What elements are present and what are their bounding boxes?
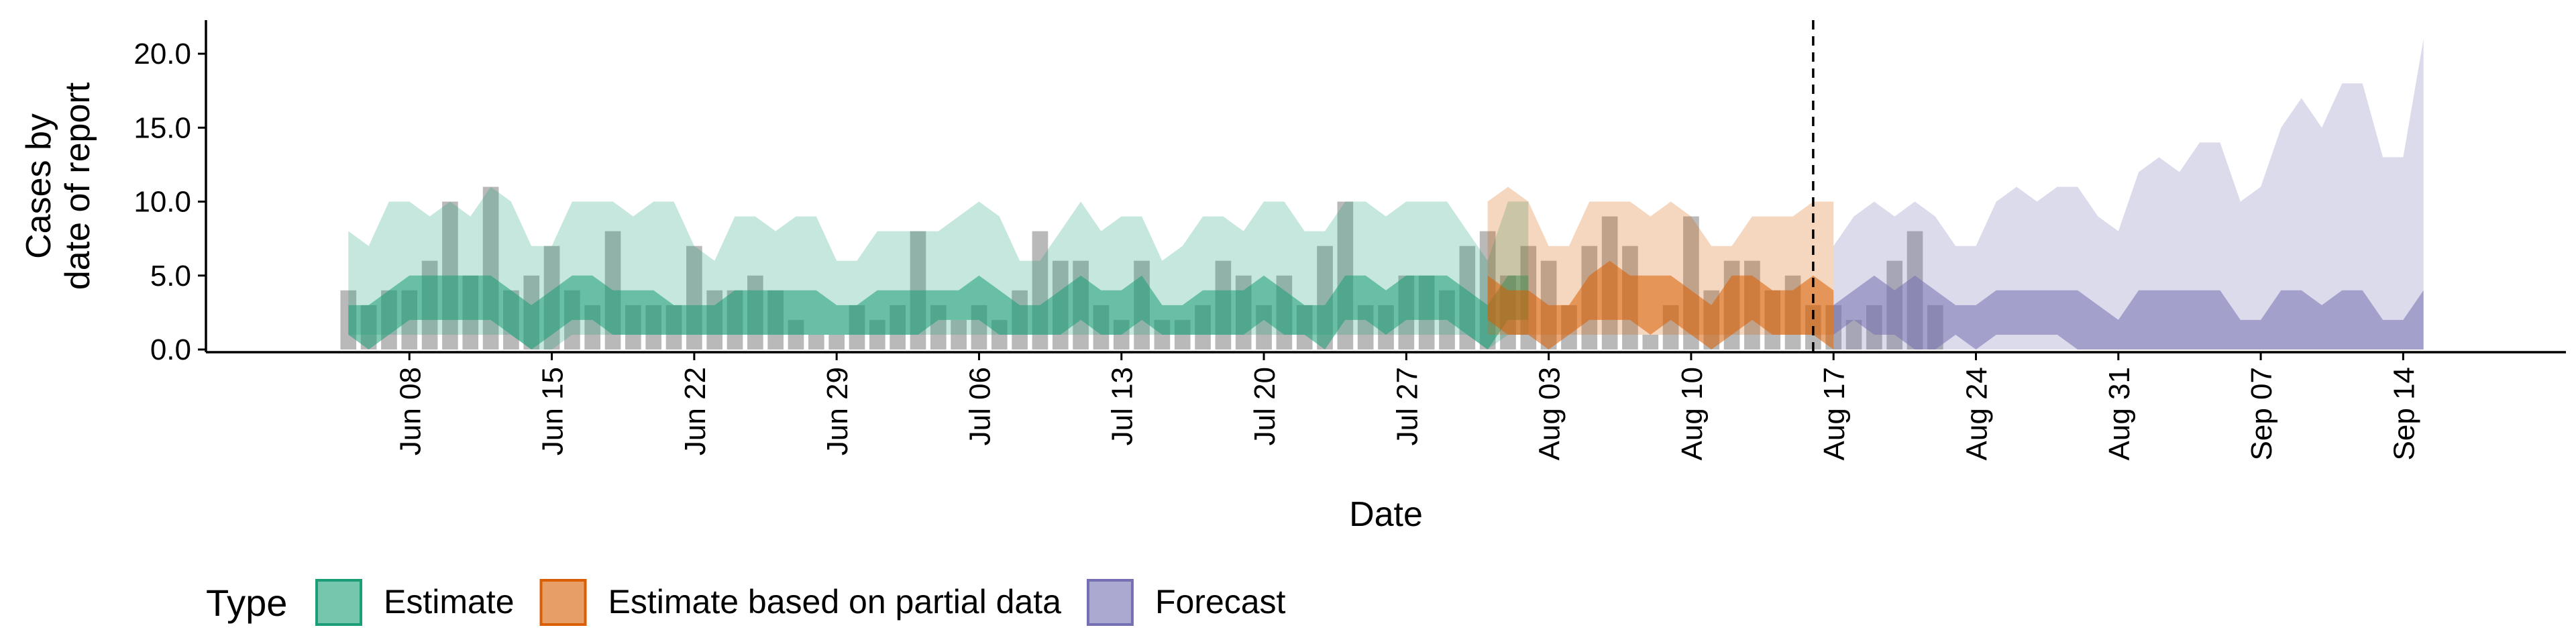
axes: 0.0 5.0 10.0 15.0 20.0 Jun 08 Jun 15 Jun 22 Jun … bbox=[19, 20, 2566, 534]
legend-swatch-forecast bbox=[1086, 579, 1134, 626]
x-tick-label: Jul 27 bbox=[1391, 367, 1424, 445]
case-bar bbox=[1845, 319, 1862, 350]
x-tick-label: Jun 29 bbox=[821, 367, 854, 455]
case-bar bbox=[951, 319, 967, 350]
forecast-outer-band bbox=[1833, 39, 2424, 350]
estimate-inner-band bbox=[348, 275, 1529, 350]
legend-title: Type bbox=[206, 582, 287, 624]
y-tick-label: 5.0 bbox=[150, 260, 191, 292]
legend-label-estimate: Estimate bbox=[384, 583, 515, 621]
y-tick-label: 15.0 bbox=[133, 111, 191, 144]
x-tick-label: Jul 06 bbox=[963, 367, 996, 445]
x-tick-label: Jun 22 bbox=[679, 367, 712, 455]
x-tick-label: Aug 10 bbox=[1676, 367, 1709, 460]
y-tick-label: 10.0 bbox=[133, 186, 191, 219]
x-tick-label: Sep 07 bbox=[2245, 367, 2278, 460]
x-tick-label: Aug 24 bbox=[1961, 367, 1994, 460]
y-tick-label: 20.0 bbox=[133, 38, 191, 70]
x-tick-label: Jun 08 bbox=[394, 367, 427, 455]
y-axis-title-line: Cases by bbox=[19, 113, 58, 259]
plot-area bbox=[340, 20, 2424, 352]
x-tick-label: Aug 03 bbox=[1534, 367, 1566, 460]
case-bar bbox=[1642, 334, 1659, 350]
legend-swatch-estimate-based-on-partial-data bbox=[539, 579, 587, 626]
x-tick-label: Sep 14 bbox=[2387, 367, 2420, 460]
y-tick-label: 0.0 bbox=[150, 333, 191, 366]
x-tick-label: Jun 15 bbox=[537, 367, 570, 455]
x-tick-label: Aug 31 bbox=[2103, 367, 2136, 460]
estimate-based-on-partial-data-inner-band bbox=[1487, 260, 1834, 350]
legend-swatch-estimate bbox=[315, 579, 362, 626]
y-axis-title-line: date of report bbox=[58, 82, 97, 290]
x-tick-label: Jul 20 bbox=[1248, 367, 1281, 445]
x-axis-title: Date bbox=[1349, 495, 1423, 534]
legend-label-estimate-based-on-partial-data: Estimate based on partial data bbox=[608, 583, 1062, 621]
legend: Type Estimate Estimate based on partial da… bbox=[206, 579, 1286, 626]
case-bar bbox=[828, 334, 845, 350]
case-bar bbox=[808, 334, 824, 350]
forecast-inner-band bbox=[1833, 275, 2424, 350]
x-tick-label: Aug 17 bbox=[1818, 367, 1851, 460]
legend-label-forecast: Forecast bbox=[1155, 583, 1286, 621]
x-tick-label: Jul 13 bbox=[1106, 367, 1139, 445]
